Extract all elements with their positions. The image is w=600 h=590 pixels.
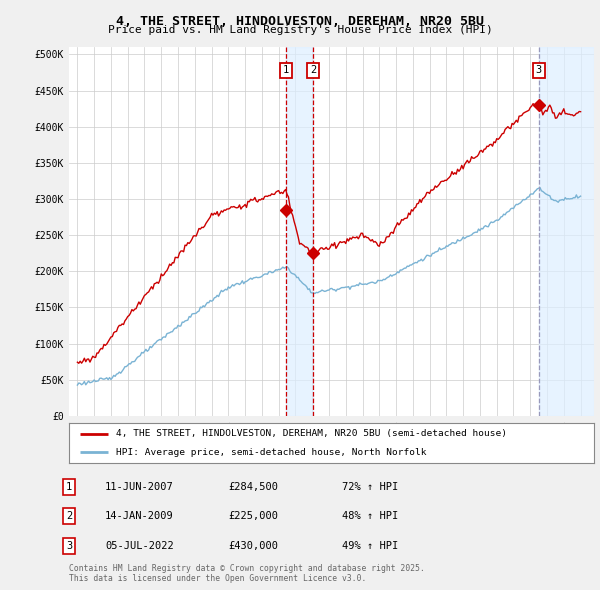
Text: 49% ↑ HPI: 49% ↑ HPI: [342, 541, 398, 550]
Text: £225,000: £225,000: [228, 512, 278, 521]
Text: 1: 1: [66, 482, 72, 491]
Text: 2: 2: [66, 512, 72, 521]
Text: 4, THE STREET, HINDOLVESTON, DEREHAM, NR20 5BU (semi-detached house): 4, THE STREET, HINDOLVESTON, DEREHAM, NR…: [116, 430, 507, 438]
Text: 4, THE STREET, HINDOLVESTON, DEREHAM, NR20 5BU: 4, THE STREET, HINDOLVESTON, DEREHAM, NR…: [116, 15, 484, 28]
Bar: [539, 47, 594, 416]
Text: £284,500: £284,500: [228, 482, 278, 491]
Text: Contains HM Land Registry data © Crown copyright and database right 2025.
This d: Contains HM Land Registry data © Crown c…: [69, 563, 425, 583]
Text: Price paid vs. HM Land Registry's House Price Index (HPI): Price paid vs. HM Land Registry's House …: [107, 25, 493, 35]
Text: 2: 2: [310, 65, 316, 76]
Text: 14-JAN-2009: 14-JAN-2009: [105, 512, 174, 521]
Text: 05-JUL-2022: 05-JUL-2022: [105, 541, 174, 550]
Text: £430,000: £430,000: [228, 541, 278, 550]
Text: 11-JUN-2007: 11-JUN-2007: [105, 482, 174, 491]
Text: HPI: Average price, semi-detached house, North Norfolk: HPI: Average price, semi-detached house,…: [116, 448, 427, 457]
Text: 3: 3: [66, 541, 72, 550]
Bar: [286, 47, 313, 416]
Text: 72% ↑ HPI: 72% ↑ HPI: [342, 482, 398, 491]
Text: 48% ↑ HPI: 48% ↑ HPI: [342, 512, 398, 521]
Text: 1: 1: [283, 65, 289, 76]
Text: 3: 3: [536, 65, 542, 76]
